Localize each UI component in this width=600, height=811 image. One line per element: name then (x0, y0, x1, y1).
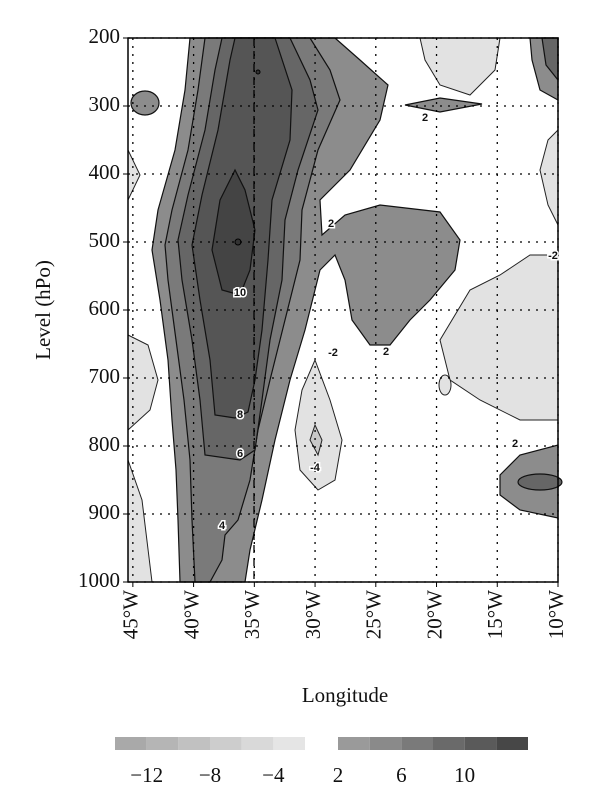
contour-region (419, 37, 501, 96)
colorbar-segment (464, 737, 497, 750)
x-tick-label: 25°W (362, 590, 386, 639)
y-tick-label: 800 (89, 432, 121, 456)
colorbar-segment (401, 737, 433, 750)
colorbar: −12 −8 −4 2 6 10 (115, 737, 528, 787)
contour-region (404, 97, 483, 113)
contour-region (294, 358, 343, 491)
contour-label: 10 (234, 287, 246, 299)
y-tick-label: 600 (89, 296, 121, 320)
y-tick-label: 300 (89, 92, 121, 116)
contour-region (438, 374, 452, 396)
contour-region (439, 254, 559, 421)
colorbar-segment (210, 737, 242, 750)
y-tick-label: 1000 (78, 568, 120, 592)
contour-label: 2 (422, 112, 428, 124)
colorbar-segment (273, 737, 305, 750)
y-tick-label: 700 (89, 364, 121, 388)
colorbar-tick-label: 10 (454, 763, 475, 787)
x-axis-label: Longitude (302, 683, 388, 707)
colorbar-segment (241, 737, 274, 750)
contour-label: 4 (219, 520, 226, 532)
colorbar-segment (115, 737, 147, 750)
x-tick-label: 10°W (544, 590, 568, 639)
contour-region (127, 459, 153, 583)
y-axis-label: Level (hPo) (31, 260, 55, 360)
contour-label: 8 (237, 409, 243, 421)
colorbar-segment (433, 737, 465, 750)
contour-label: -2 (548, 250, 558, 262)
x-tick-label: 15°W (483, 590, 507, 639)
contour-label: 2 (383, 346, 389, 358)
y-tick-label: 900 (89, 500, 121, 524)
colorbar-segment (369, 737, 402, 750)
colorbar-tick-label: −8 (199, 763, 221, 787)
y-tick-label: 200 (89, 24, 121, 48)
colorbar-tick-label: −4 (262, 763, 285, 787)
contour-region (517, 473, 563, 491)
colorbar-segment (178, 737, 210, 750)
contour-label: 2 (328, 218, 334, 230)
contour-label: 6 (237, 448, 243, 460)
y-tick-label: 500 (89, 228, 121, 252)
x-tick-label: 35°W (240, 590, 264, 639)
colorbar-segment (338, 737, 370, 750)
x-tick-label: 40°W (179, 590, 203, 639)
colorbar-tick-label: −12 (130, 763, 163, 787)
contour-label: -4 (310, 462, 321, 474)
contour-region (130, 90, 160, 116)
contour-label: 2 (512, 438, 518, 450)
contour-region (309, 423, 323, 457)
x-tick-label: 20°W (422, 590, 446, 639)
y-tick-label: 400 (89, 160, 121, 184)
colorbar-segment (146, 737, 179, 750)
contour-region (211, 168, 256, 296)
colorbar-tick-label: 6 (396, 763, 407, 787)
colorbar-segment (496, 737, 528, 750)
contour-region (539, 128, 559, 226)
contour-label: -2 (328, 347, 338, 359)
contour-region (127, 149, 141, 201)
x-tick-label: 30°W (301, 590, 325, 639)
contour-labels: 2 2 10 2 -2 8 6 -4 4 2 -2 (217, 110, 559, 533)
x-tick-label: 45°W (119, 590, 143, 639)
colorbar-tick-label: 2 (333, 763, 344, 787)
contour-region (255, 69, 261, 75)
